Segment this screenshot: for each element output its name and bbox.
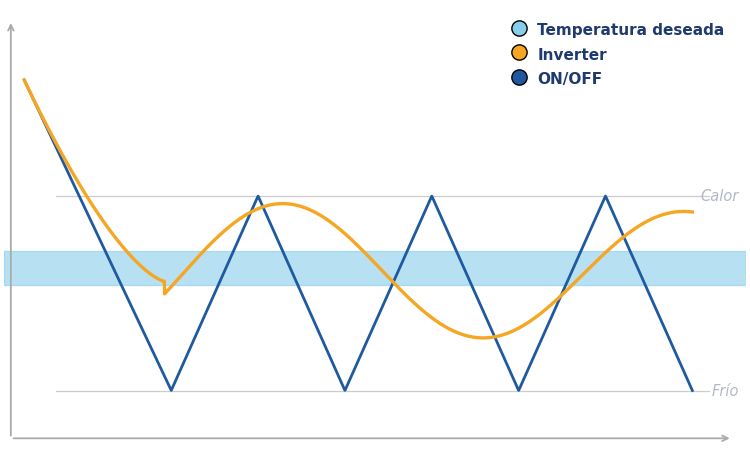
Text: Frío: Frío	[712, 383, 740, 398]
Bar	[4, 251, 746, 285]
Legend: Temperatura deseada, Inverter, ON/OFF: Temperatura deseada, Inverter, ON/OFF	[507, 16, 730, 93]
Text: Calor: Calor	[700, 189, 740, 204]
